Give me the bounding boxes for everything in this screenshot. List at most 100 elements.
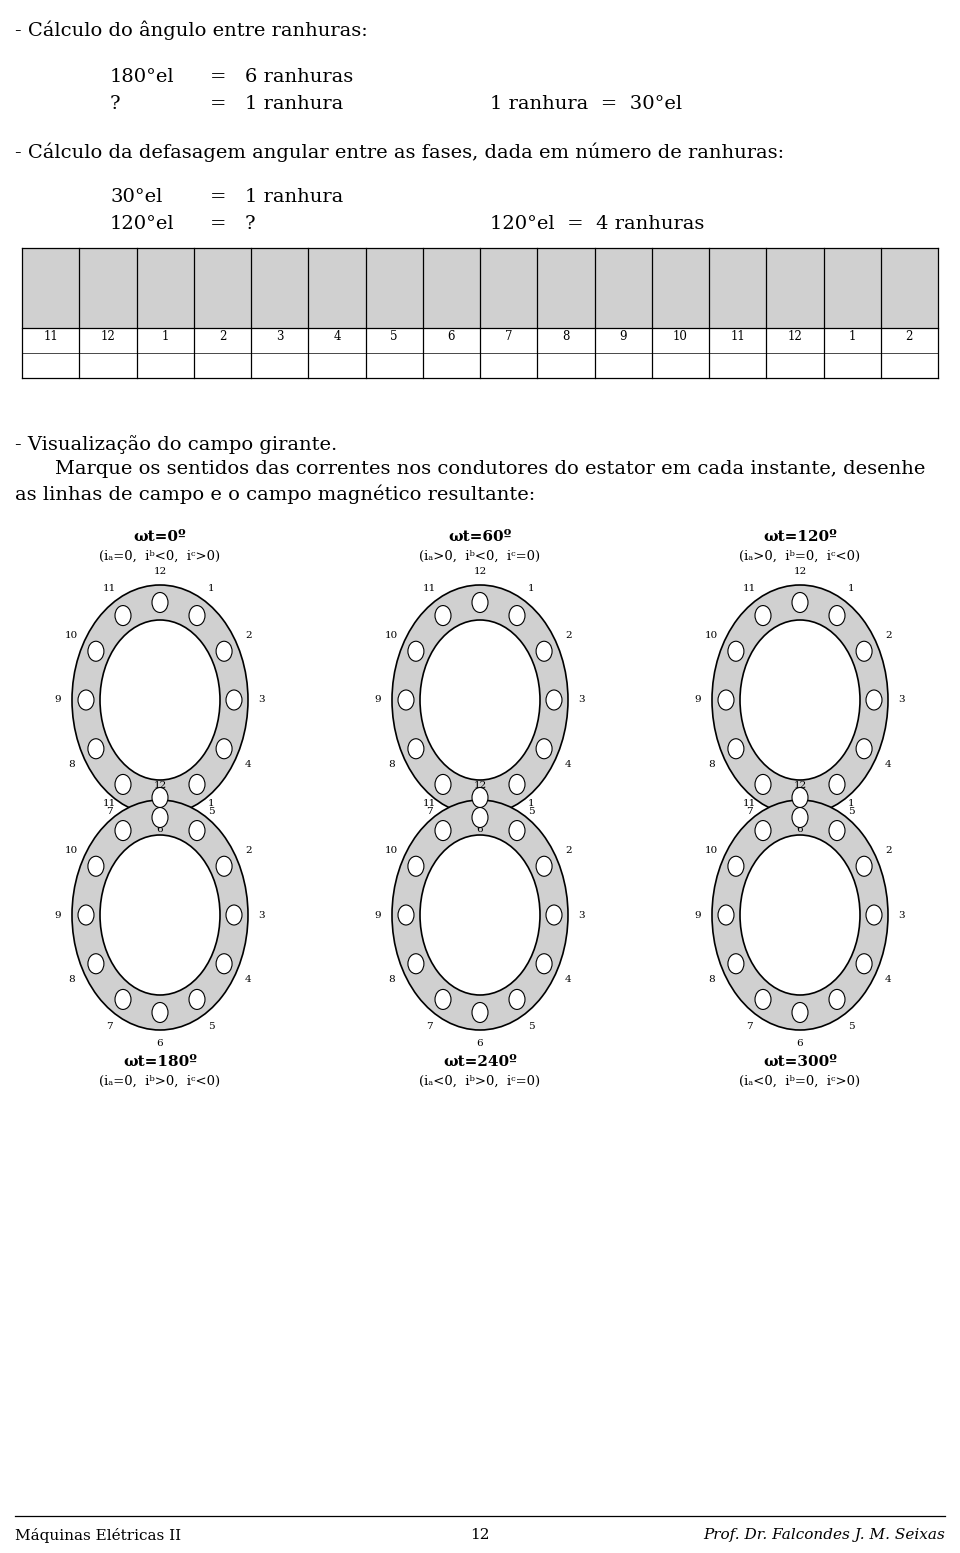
Ellipse shape	[856, 856, 872, 876]
Ellipse shape	[866, 905, 882, 926]
Text: 12: 12	[473, 567, 487, 576]
Text: 4: 4	[245, 759, 252, 769]
Text: 3: 3	[258, 910, 265, 919]
Text: 10: 10	[65, 631, 79, 640]
Text: 11: 11	[103, 584, 115, 593]
Text: 1: 1	[161, 329, 169, 343]
Ellipse shape	[408, 641, 424, 662]
Text: 9: 9	[374, 910, 381, 919]
Ellipse shape	[226, 905, 242, 926]
Text: 6: 6	[477, 825, 483, 834]
Ellipse shape	[115, 989, 131, 1009]
Text: 11: 11	[422, 584, 436, 593]
Text: 12: 12	[101, 329, 115, 343]
Ellipse shape	[398, 690, 414, 710]
Text: 11: 11	[103, 798, 115, 808]
Text: 6: 6	[797, 825, 804, 834]
Ellipse shape	[152, 787, 168, 808]
Ellipse shape	[408, 954, 424, 974]
Ellipse shape	[509, 820, 525, 840]
Text: 5: 5	[207, 1022, 214, 1031]
Text: 11: 11	[43, 329, 58, 343]
Ellipse shape	[78, 905, 94, 926]
Text: 11: 11	[742, 798, 756, 808]
Ellipse shape	[408, 739, 424, 759]
Ellipse shape	[792, 787, 808, 808]
Text: 180°el: 180°el	[110, 68, 175, 85]
Ellipse shape	[189, 820, 205, 840]
Text: 1: 1	[849, 329, 855, 343]
Text: 6: 6	[156, 825, 163, 834]
Ellipse shape	[72, 800, 248, 1030]
Ellipse shape	[115, 775, 131, 795]
Ellipse shape	[435, 606, 451, 626]
Text: 3: 3	[258, 696, 265, 705]
Ellipse shape	[755, 606, 771, 626]
Text: ωt=0º: ωt=0º	[133, 530, 186, 544]
Text: (iₐ=0,  iᵇ>0,  iᶜ<0): (iₐ=0, iᵇ>0, iᶜ<0)	[100, 1075, 221, 1089]
Ellipse shape	[152, 808, 168, 828]
Ellipse shape	[829, 989, 845, 1009]
Ellipse shape	[829, 606, 845, 626]
Text: Prof. Dr. Falcondes J. M. Seixas: Prof. Dr. Falcondes J. M. Seixas	[703, 1528, 945, 1542]
Text: 4: 4	[245, 975, 252, 985]
Ellipse shape	[728, 641, 744, 662]
Text: - Cálculo do ângulo entre ranhuras:: - Cálculo do ângulo entre ranhuras:	[15, 20, 368, 39]
Text: 7: 7	[746, 808, 753, 817]
Text: (iₐ<0,  iᵇ>0,  iᶜ=0): (iₐ<0, iᵇ>0, iᶜ=0)	[420, 1075, 540, 1089]
Text: ωt=300º: ωt=300º	[763, 1054, 837, 1068]
Text: =: =	[210, 188, 227, 207]
Text: 2: 2	[245, 846, 252, 856]
Ellipse shape	[100, 620, 220, 780]
Ellipse shape	[712, 800, 888, 1030]
Text: 8: 8	[389, 759, 395, 769]
Ellipse shape	[88, 739, 104, 759]
Ellipse shape	[472, 808, 488, 828]
Ellipse shape	[88, 641, 104, 662]
Ellipse shape	[115, 606, 131, 626]
Text: (iₐ<0,  iᵇ=0,  iᶜ>0): (iₐ<0, iᵇ=0, iᶜ>0)	[739, 1075, 860, 1089]
Text: 8: 8	[68, 759, 75, 769]
Text: ωt=60º: ωt=60º	[448, 530, 512, 544]
Text: 6: 6	[477, 1039, 483, 1048]
Text: 120°el: 120°el	[110, 214, 175, 233]
Text: 12: 12	[787, 329, 803, 343]
Ellipse shape	[152, 593, 168, 612]
Text: 11: 11	[422, 798, 436, 808]
Text: 1 ranhura  =  30°el: 1 ranhura = 30°el	[490, 95, 683, 113]
Ellipse shape	[226, 690, 242, 710]
Ellipse shape	[100, 836, 220, 995]
Text: 2: 2	[565, 631, 571, 640]
Ellipse shape	[472, 593, 488, 612]
Text: 4: 4	[565, 975, 571, 985]
Text: 2: 2	[565, 846, 571, 856]
Text: 30°el: 30°el	[110, 188, 162, 207]
Text: 7: 7	[746, 1022, 753, 1031]
Text: 5: 5	[528, 808, 535, 817]
Ellipse shape	[509, 606, 525, 626]
Text: 10: 10	[385, 846, 398, 856]
Text: =: =	[210, 68, 227, 85]
Ellipse shape	[740, 836, 860, 995]
Ellipse shape	[435, 775, 451, 795]
Text: 6 ranhuras: 6 ranhuras	[245, 68, 353, 85]
Ellipse shape	[189, 606, 205, 626]
Text: 7: 7	[106, 1022, 112, 1031]
Ellipse shape	[435, 989, 451, 1009]
Text: 12: 12	[793, 567, 806, 576]
Ellipse shape	[216, 954, 232, 974]
Ellipse shape	[755, 989, 771, 1009]
Text: 10: 10	[673, 329, 687, 343]
Text: 9: 9	[55, 910, 61, 919]
Text: 12: 12	[470, 1528, 490, 1542]
Text: 4: 4	[885, 759, 892, 769]
Text: 120°el  =  4 ranhuras: 120°el = 4 ranhuras	[490, 214, 705, 233]
Text: 4: 4	[885, 975, 892, 985]
Text: 3: 3	[899, 696, 905, 705]
Text: ωt=180º: ωt=180º	[123, 1054, 197, 1068]
Ellipse shape	[509, 775, 525, 795]
Text: 7: 7	[425, 808, 432, 817]
Ellipse shape	[216, 739, 232, 759]
Text: 2: 2	[219, 329, 226, 343]
Text: 1 ranhura: 1 ranhura	[245, 95, 344, 113]
